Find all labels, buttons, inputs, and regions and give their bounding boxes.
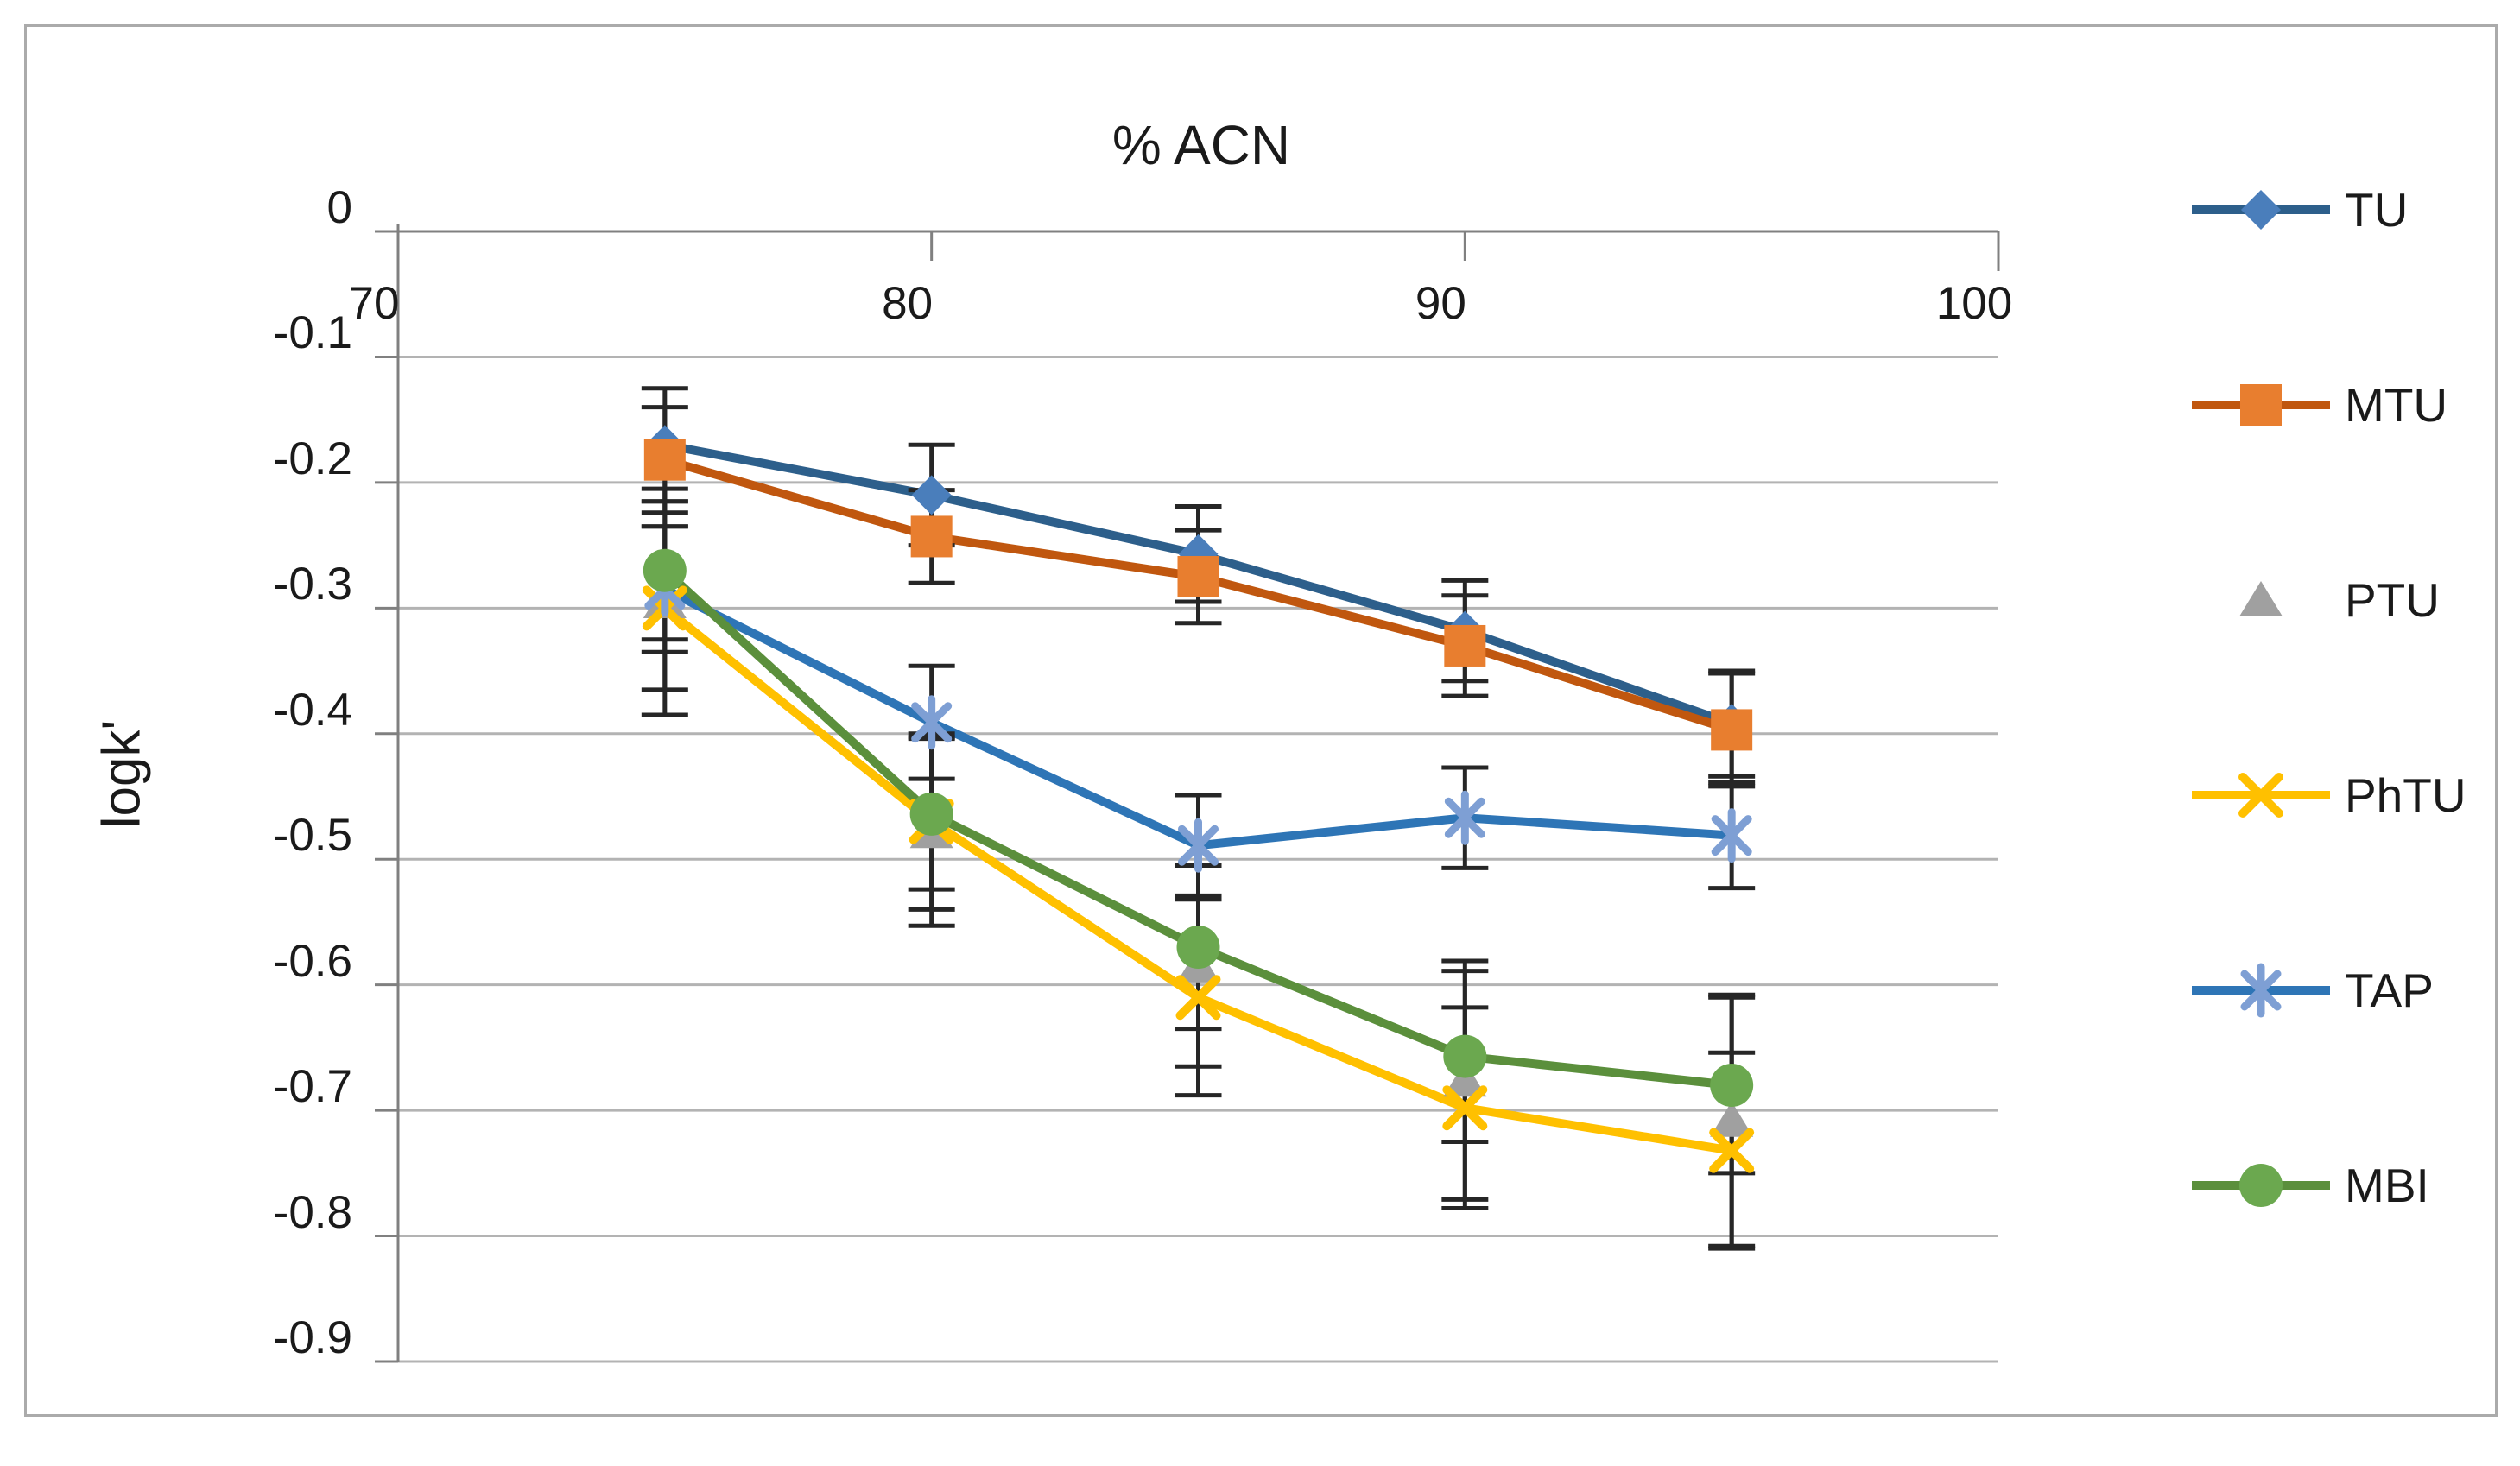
tu-legend-marker-icon [2192,190,2330,230]
marker-phtu [1442,1085,1488,1131]
x-tick-label: 70 [348,278,400,329]
axes [375,224,2000,1363]
marker-ptu [1443,1061,1487,1097]
y-tick-label: 0 [326,182,352,233]
x-tick-label: 80 [882,278,934,329]
legend-marker-mtu [2240,384,2282,426]
y-tick-label: -0.7 [273,1061,352,1113]
marker-mtu [910,515,953,558]
y-tick-label: -0.4 [273,684,352,736]
x-tick-label: 100 [1935,278,2013,329]
legend-item-phtu: PhTU [2188,765,2466,825]
legend-item-ptu: PTU [2188,570,2440,630]
legend-marker-phtu [2238,773,2283,818]
legend-marker-tap [2240,963,2282,1018]
chart-title: % ACN [1111,114,1291,176]
marker-mbi [643,548,687,592]
legend-marker-mbi [2239,1164,2283,1207]
y-tick-label: -0.5 [273,810,352,862]
marker-mbi [909,792,953,836]
marker-mbi [1176,926,1220,970]
marker-tap [1178,818,1219,873]
legend-label: TU [2345,183,2409,237]
y-tick-label: -0.3 [273,559,352,610]
legend-item-tu: TU [2188,180,2408,240]
marker-mbi [1443,1034,1487,1078]
marker-mtu [643,439,686,481]
tap-legend-marker-icon [2192,963,2330,1018]
y-tick-label: -0.1 [273,307,352,359]
legend-marker-ptu [2239,581,2283,616]
ptu-legend-marker-icon [2239,581,2283,616]
y-axis-title: logk' [92,719,152,829]
marker-phtu [1709,1128,1755,1173]
legend-marker-tu [2241,190,2281,230]
marker-tu [911,475,952,515]
marker-mbi [1710,1064,1754,1108]
figure-frame: % ACN logk' 70 80 90 100 0 -0.1 -0.2 -0.3 -0.4 -… [24,24,2498,1417]
mbi-legend-marker-icon [2192,1164,2330,1207]
marker-mtu [1711,709,1753,751]
legend-label: PhTU [2345,768,2466,822]
y-tick-label: -0.2 [273,433,352,484]
y-tick-label: -0.8 [273,1186,352,1238]
chart-canvas [375,224,2000,1363]
x-tick-label: 90 [1415,278,1466,329]
series-markers [642,425,1755,1173]
marker-tap [1711,808,1752,863]
legend-label: MBI [2345,1159,2429,1212]
marker-phtu [1175,975,1221,1021]
legend-label: MTU [2345,378,2448,432]
marker-tap [1444,790,1485,845]
legend-item-mbi: MBI [2188,1155,2429,1216]
legend-item-mtu: MTU [2188,375,2447,435]
marker-ptu [1710,1101,1754,1137]
y-tick-label: -0.9 [273,1312,352,1363]
marker-mtu [1177,555,1219,597]
phtu-legend-marker-icon [2192,773,2330,818]
marker-tap [911,695,953,750]
y-tick-label: -0.6 [273,935,352,987]
legend-label: TAP [2345,964,2434,1017]
legend-label: PTU [2345,573,2440,627]
legend-item-tap: TAP [2188,960,2434,1021]
mtu-legend-marker-icon [2192,384,2330,426]
marker-mtu [1444,624,1486,667]
